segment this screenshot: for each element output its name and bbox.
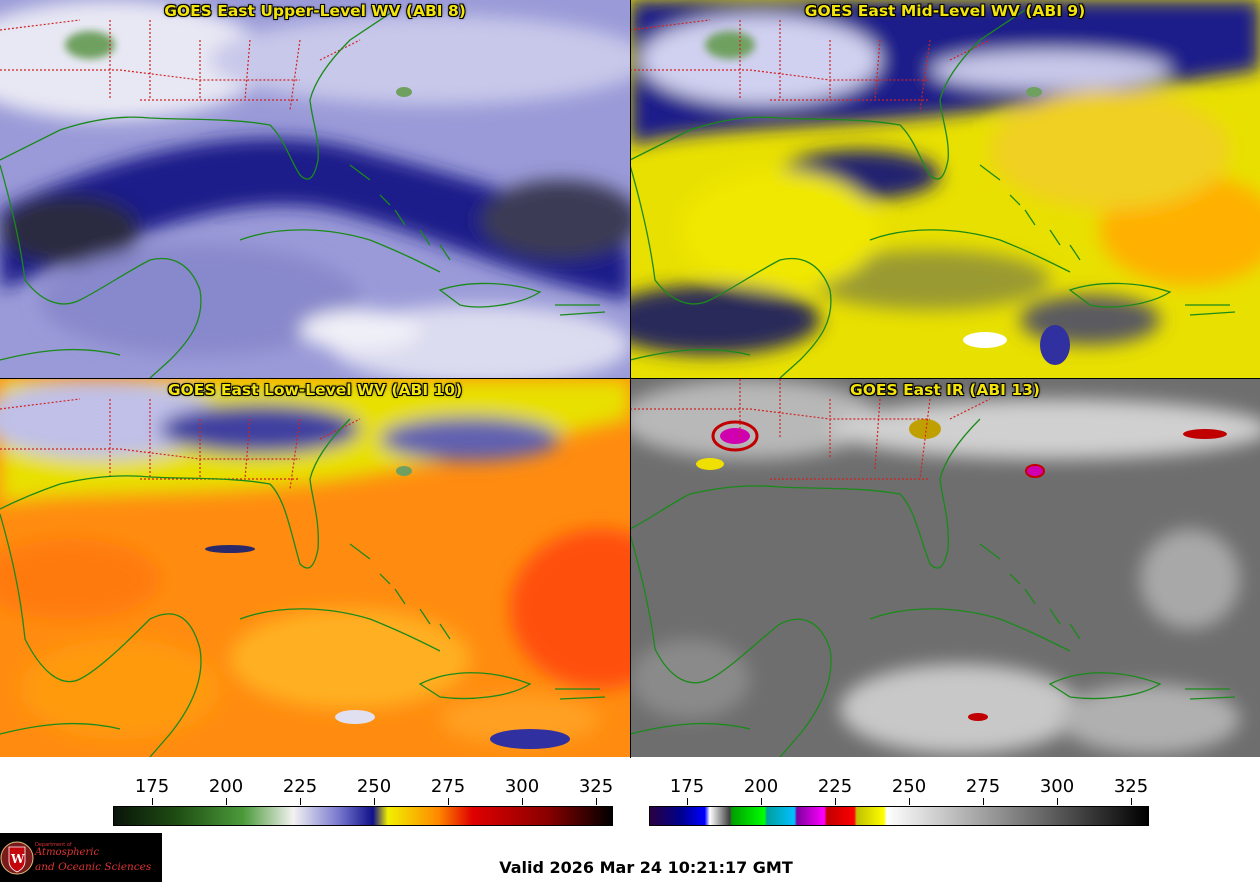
ir-tick-label: 250 (891, 776, 927, 797)
ir-tick-label: 175 (669, 776, 705, 797)
panel-divider-horizontal (0, 378, 1260, 379)
panel-title: GOES East Upper-Level WV (ABI 8) (164, 2, 466, 20)
aos-logo: W Department of Atmospheric and Oceanic … (0, 833, 162, 882)
wv-tick-label: 175 (134, 776, 170, 797)
ir-tick-mark (835, 798, 836, 805)
ir-tick-mark (983, 798, 984, 805)
wv-tick-mark (374, 798, 375, 805)
valid-time: Valid 2026 Mar 24 10:21:17 GMT (499, 858, 793, 877)
logo-line2: and Oceanic Sciences (35, 861, 152, 873)
wv-tick-label: 250 (356, 776, 392, 797)
ir-image (630, 379, 1260, 757)
uw-crest-icon (0, 841, 34, 875)
wv-tick-label: 200 (208, 776, 244, 797)
ir-tick-mark (909, 798, 910, 805)
upper-level-wv-image (0, 0, 630, 378)
wv-colorbar (113, 806, 613, 826)
ir-tick-label: 325 (1113, 776, 1149, 797)
panel-title: GOES East Low-Level WV (ABI 10) (167, 381, 463, 399)
panel-divider-vertical (630, 0, 631, 758)
wv-tick-mark (596, 798, 597, 805)
ir-tick-mark (687, 798, 688, 805)
panel-ir: GOES East IR (ABI 13) (630, 379, 1260, 757)
panel-title: GOES East IR (ABI 13) (850, 381, 1040, 399)
ir-tick-mark (1131, 798, 1132, 805)
logo-line1: Atmospheric (35, 847, 100, 858)
wv-tick-label: 300 (504, 776, 540, 797)
wv-tick-label: 325 (578, 776, 614, 797)
wv-tick-label: 225 (282, 776, 318, 797)
panel-low-level-wv: GOES East Low-Level WV (ABI 10) (0, 379, 630, 757)
wv-tick-mark (522, 798, 523, 805)
panel-upper-level-wv: GOES East Upper-Level WV (ABI 8) (0, 0, 630, 378)
wv-tick-label: 275 (430, 776, 466, 797)
low-level-wv-image (0, 379, 630, 757)
ir-tick-label: 275 (965, 776, 1001, 797)
panel-mid-level-wv: GOES East Mid-Level WV (ABI 9) (630, 0, 1260, 378)
ir-tick-mark (761, 798, 762, 805)
ir-tick-mark (1057, 798, 1058, 805)
mid-level-wv-image (630, 0, 1260, 378)
wv-tick-mark (300, 798, 301, 805)
ir-tick-label: 300 (1039, 776, 1075, 797)
wv-tick-mark (226, 798, 227, 805)
ir-colorbar (649, 806, 1149, 826)
wv-tick-mark (152, 798, 153, 805)
logo-dept: Department of (35, 842, 72, 848)
crest-letter: W (11, 852, 25, 866)
ir-tick-label: 200 (743, 776, 779, 797)
panel-title: GOES East Mid-Level WV (ABI 9) (804, 2, 1086, 20)
wv-tick-mark (448, 798, 449, 805)
ir-tick-label: 225 (817, 776, 853, 797)
